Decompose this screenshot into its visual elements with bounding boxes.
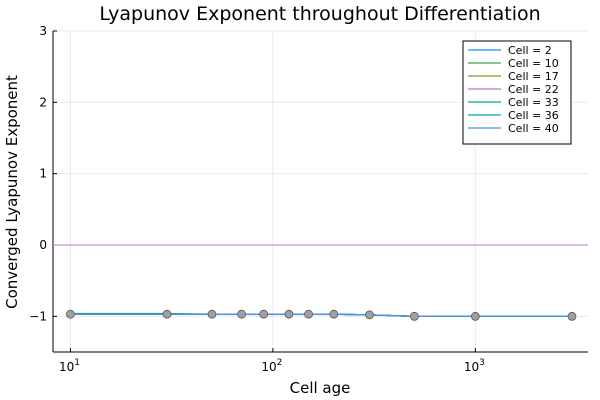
- x-tick-label: 101: [59, 358, 80, 374]
- data-markers: [66, 309, 577, 321]
- data-point: [237, 309, 246, 319]
- legend-label: Cell = 22: [508, 83, 559, 96]
- y-tick-label: 3: [39, 24, 47, 38]
- legend-label: Cell = 17: [508, 70, 559, 83]
- legend-label: Cell = 40: [508, 122, 559, 135]
- chart-title: Lyapunov Exponent throughout Differentia…: [99, 3, 540, 25]
- y-tick-label: 0: [39, 238, 47, 252]
- x-tick-label: 103: [464, 358, 485, 374]
- y-tick-labels: −1 0 1 2 3: [29, 24, 47, 323]
- data-point: [284, 309, 294, 319]
- y-tick-label: 1: [39, 167, 47, 181]
- x-tick-label: 102: [261, 358, 282, 374]
- series-line: [70, 313, 572, 317]
- data-point: [470, 311, 480, 321]
- data-point: [162, 309, 172, 319]
- data-point: [66, 309, 75, 319]
- y-tick-label: 2: [39, 95, 47, 109]
- legend-label: Cell = 33: [508, 96, 559, 109]
- x-axis-label: Cell age: [290, 379, 351, 397]
- legend-box: [462, 40, 572, 145]
- data-point: [304, 309, 313, 319]
- legend-label: Cell = 10: [508, 57, 559, 70]
- data-point: [329, 309, 339, 319]
- data-point: [567, 311, 577, 321]
- y-tick-label: −1: [29, 309, 47, 323]
- series-lines: [70, 312, 572, 317]
- legend-label: Cell = 2: [508, 44, 552, 57]
- y-axis-label: Converged Lyapunov Exponent: [3, 75, 21, 309]
- x-tick-labels: 101 102 103: [59, 358, 485, 374]
- data-point: [259, 309, 269, 319]
- data-point: [207, 309, 217, 319]
- legend-label: Cell = 36: [508, 109, 559, 122]
- data-point: [365, 310, 374, 320]
- data-point: [410, 311, 419, 321]
